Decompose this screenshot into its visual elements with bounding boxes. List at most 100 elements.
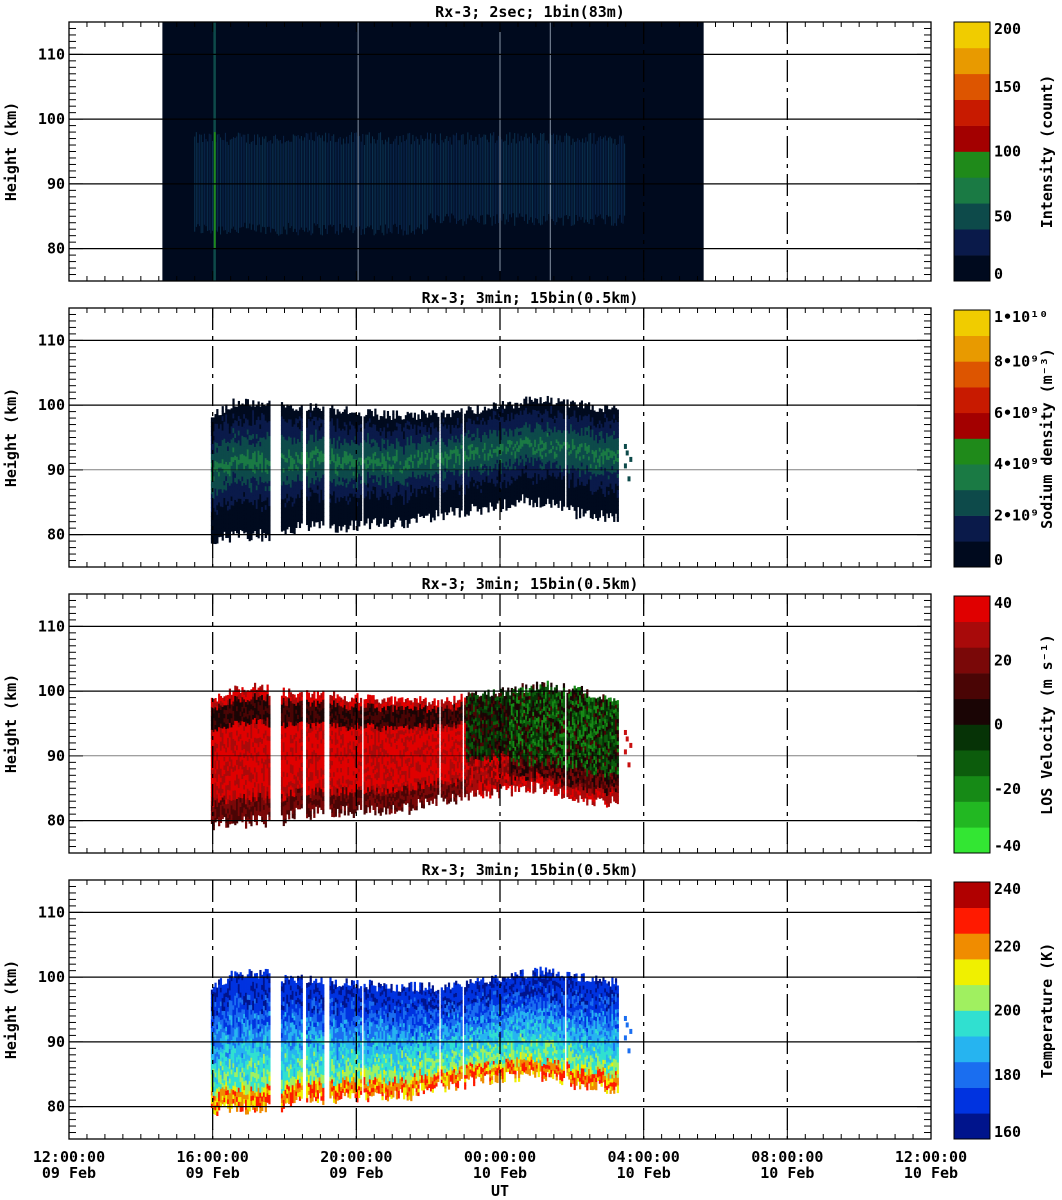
x-axis-label: UT [491,1182,509,1200]
colorbar-tick-label: 200 [994,1002,1021,1020]
panel-2 [68,307,932,568]
heatmap-cells [210,966,619,1117]
y-axis-label: Height (km) [2,388,20,487]
x-tick-date: 09 Feb [186,1164,240,1182]
colorbar-tick-label: 8•10⁹ [994,352,1039,370]
colorbar-label: LOS Velocity (m s⁻¹) [1038,634,1056,815]
x-tick-time: 20:00:00 [320,1148,392,1166]
colorbar-segment [954,412,990,439]
y-tick-label: 110 [38,617,65,635]
y-tick-label: 110 [38,331,65,349]
panel-4 [68,879,932,1140]
colorbar-tick-label: 100 [994,143,1021,161]
heatmap-cells [210,680,619,831]
x-tick-date: 10 Feb [904,1164,958,1182]
colorbar-segment [954,47,990,75]
colorbar-segment [954,99,990,126]
colorbar-segment [954,125,990,152]
colorbar-segment [954,22,990,49]
colorbar-segment [954,984,990,1011]
colorbar-tick-label: 2•10⁹ [994,507,1039,525]
colorbar-segment [954,750,990,777]
x-tick-date: 09 Feb [329,1164,383,1182]
colorbar-segment [954,1036,990,1063]
y-tick-label: 100 [38,682,65,700]
y-tick-label: 80 [47,812,65,830]
signal-streaks [194,132,626,236]
y-tick-label: 110 [38,45,65,63]
x-tick-time: 00:00:00 [464,1148,536,1166]
y-axis-label: Height (km) [2,102,20,201]
colorbar-segment [954,335,990,362]
colorbar-segment [954,907,990,934]
x-tick-date: 10 Feb [617,1164,671,1182]
colorbar-label: Intensity (count) [1038,75,1056,229]
colorbar-segment [954,882,990,908]
colorbar-segment [954,775,990,802]
y-tick-label: 100 [38,968,65,986]
x-tick-time: 12:00:00 [895,1148,967,1166]
colorbar-segment [954,698,990,725]
y-axis-label: Height (km) [2,960,20,1059]
panel-title: Rx-3; 3min; 15bin(0.5km) [422,289,639,307]
y-tick-label: 90 [47,747,65,765]
colorbar-segment [954,1087,990,1114]
colorbar-segment [954,310,990,336]
scatter-specks [623,1015,633,1054]
colorbar-tick-label: 0 [994,551,1003,569]
colorbar-segment [954,255,990,282]
colorbar-tick-label: 180 [994,1066,1021,1084]
colorbar-tick-label: 240 [994,880,1021,898]
colorbar-segment [954,361,990,388]
colorbar-segment [954,151,990,178]
colorbar-segment [954,464,990,491]
y-tick-label: 80 [47,1098,65,1116]
colorbar-tick-label: 4•10⁹ [994,455,1039,473]
scatter-specks [623,729,633,768]
panel-title: Rx-3; 3min; 15bin(0.5km) [422,861,639,879]
colorbar-tick-label: -20 [994,780,1021,798]
colorbar-segment [954,827,990,854]
colorbar-segment [954,489,990,516]
colorbar-segment [954,515,990,542]
colorbar-segment [954,959,990,986]
x-tick-date: 09 Feb [42,1164,96,1182]
x-tick-date: 10 Feb [760,1164,814,1182]
colorbar-segment [954,438,990,465]
colorbar-segment [954,673,990,700]
colorbar-label: Temperature (K) [1038,943,1056,1078]
panel-title: Rx-3; 3min; 15bin(0.5km) [422,575,639,593]
colorbar-segment [954,177,990,204]
colorbar-segment [954,203,990,230]
colorbar-segment [954,933,990,960]
colorbar-segment [954,724,990,751]
colorbar-segment [954,1113,990,1140]
colorbar-tick-label: 0 [994,716,1003,734]
colorbar-segment [954,1010,990,1037]
x-tick-time: 16:00:00 [177,1148,249,1166]
y-tick-label: 100 [38,396,65,414]
panel-title: Rx-3; 2sec; 1bin(83m) [435,3,625,21]
colorbar-tick-label: 6•10⁹ [994,404,1039,422]
colorbar [953,881,991,1140]
y-tick-label: 90 [47,461,65,479]
colorbar-segment [954,541,990,568]
colorbar-tick-label: 200 [994,20,1021,38]
colorbar-tick-label: 20 [994,651,1012,669]
colorbar-tick-label: 40 [994,594,1012,612]
x-tick-time: 12:00:00 [33,1148,105,1166]
colorbar-tick-label: 150 [994,78,1021,96]
colorbar-segment [954,596,990,622]
colorbar-segment [954,73,990,100]
y-tick-label: 80 [47,240,65,258]
colorbar-segment [954,647,990,674]
colorbar-segment [954,621,990,648]
colorbar-segment [954,229,990,256]
colorbar-tick-label: 1•10¹⁰ [994,308,1048,326]
colorbar [953,21,991,282]
colorbar-tick-label: 220 [994,937,1021,955]
colorbar-segment [954,387,990,414]
scatter-specks [623,443,633,482]
y-tick-label: 110 [38,903,65,921]
